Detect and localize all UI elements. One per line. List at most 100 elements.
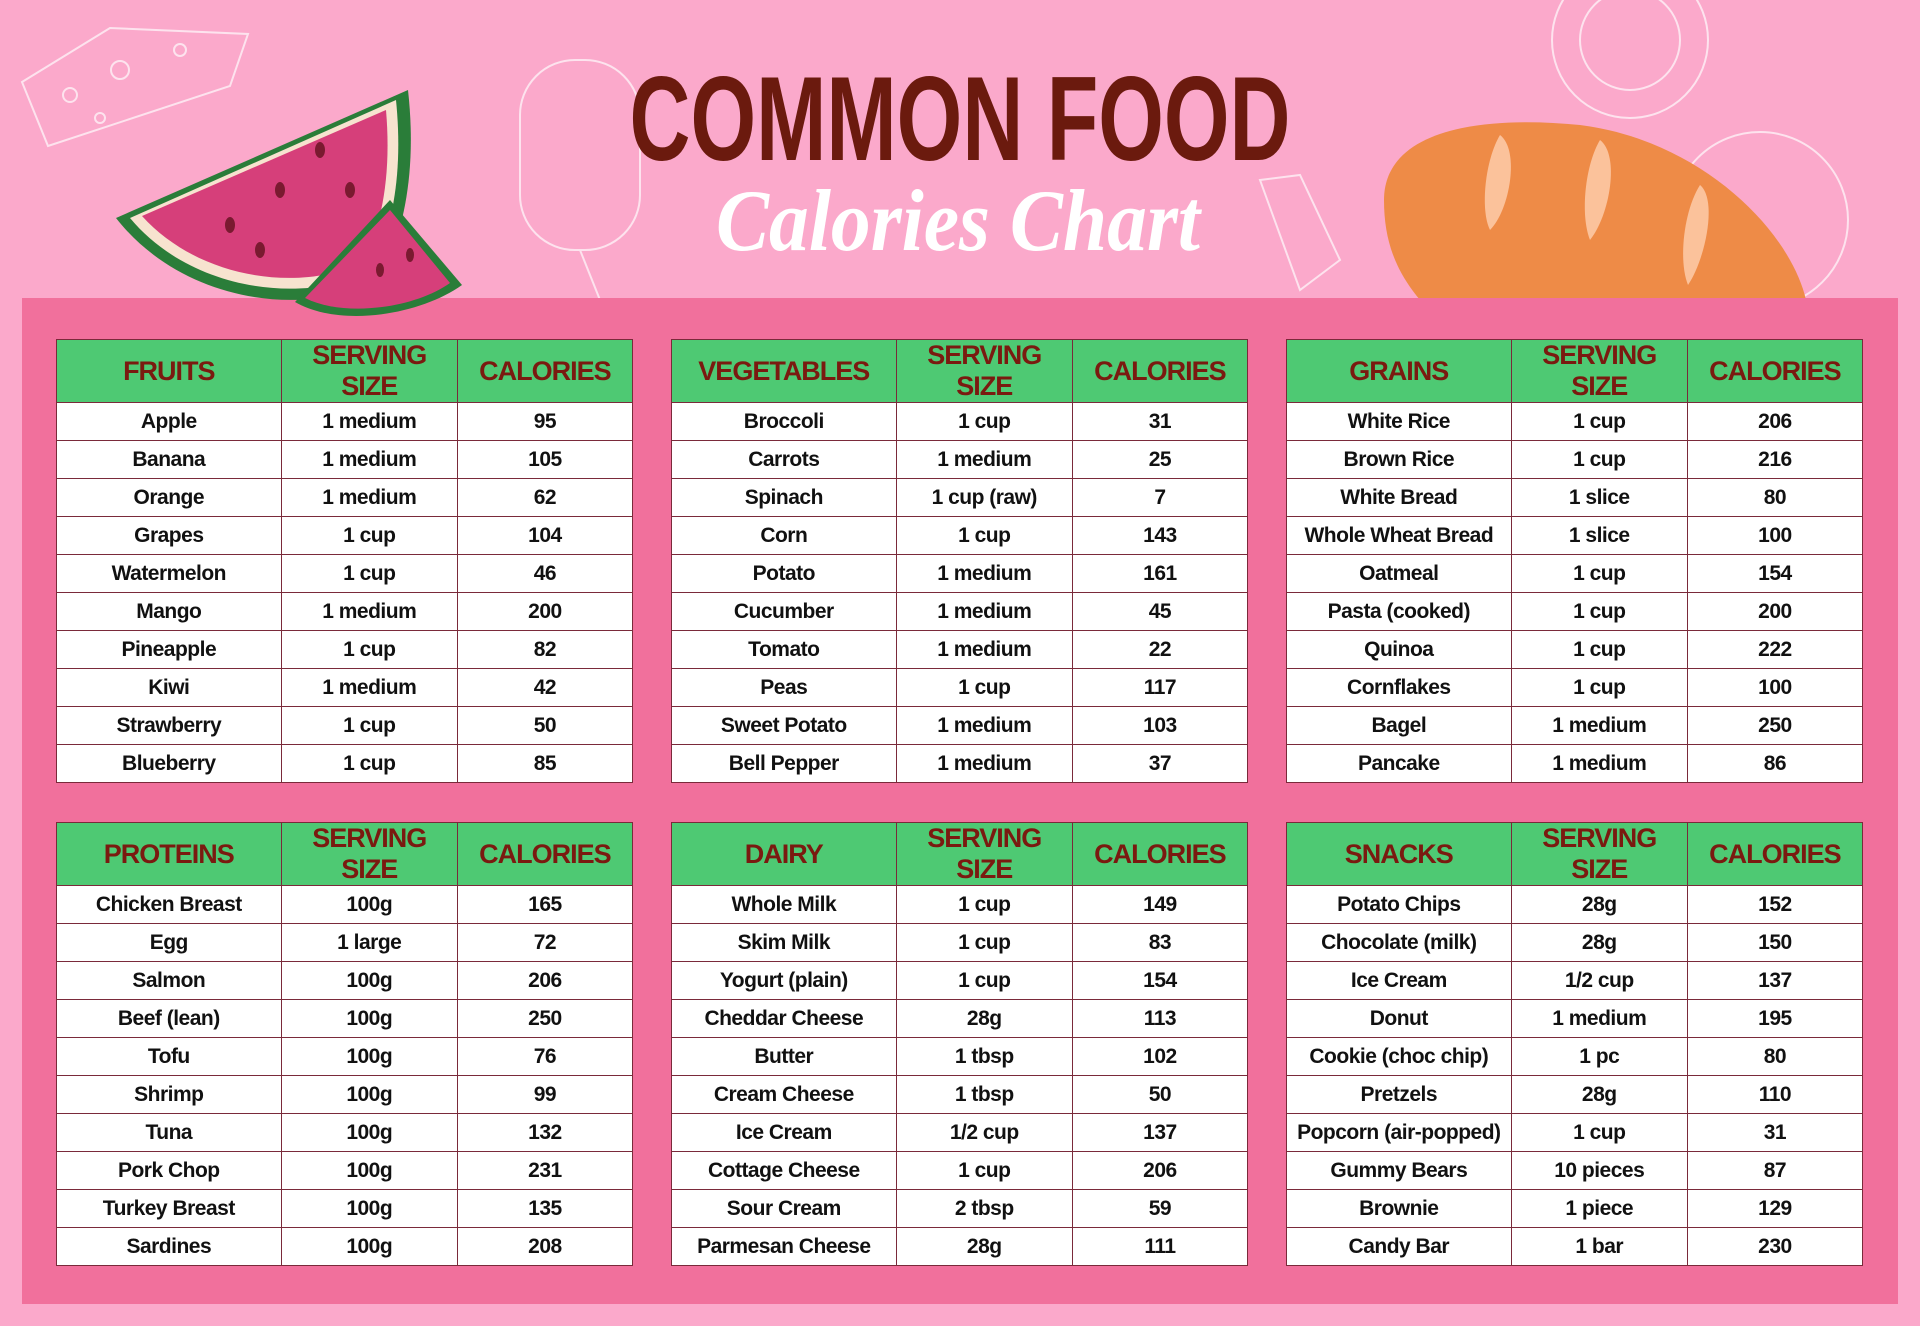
table-cell: 1 cup <box>895 885 1073 924</box>
table-cell: 1 medium <box>895 440 1073 479</box>
table-cell: 1 medium <box>1510 744 1688 783</box>
table-cell: 59 <box>1071 1189 1249 1228</box>
table-cell: Potato <box>671 554 897 593</box>
table-row: Potato 1 medium 161 <box>671 554 1249 593</box>
table-cell: 100g <box>280 1075 458 1114</box>
table-cell: 1 medium <box>895 706 1073 745</box>
table-cell: 1 cup <box>895 961 1073 1000</box>
table-cell: Skim Milk <box>671 923 897 962</box>
watermelon-illustration <box>116 90 462 316</box>
table-row: Whole Milk 1 cup 149 <box>671 885 1249 924</box>
table-cell: 31 <box>1071 402 1249 441</box>
column-header: SERVING SIZE <box>1510 339 1688 403</box>
column-header: SNACKS <box>1286 822 1512 886</box>
table-cell: 28g <box>895 1227 1073 1266</box>
table-cell: 206 <box>1071 1151 1249 1190</box>
food-table: FRUITS SERVING SIZE CALORIES Apple 1 medium 9… <box>56 339 634 783</box>
table-cell: 154 <box>1686 554 1864 593</box>
table-cell: 152 <box>1686 885 1864 924</box>
table-row: Pretzels 28g 110 <box>1286 1075 1864 1114</box>
table-cell: Spinach <box>671 478 897 517</box>
table-cell: 206 <box>1686 402 1864 441</box>
table-cell: 1 pc <box>1510 1037 1688 1076</box>
table-cell: 161 <box>1071 554 1249 593</box>
table-cell: 132 <box>456 1113 634 1152</box>
column-header: CALORIES <box>1071 339 1249 403</box>
column-header: SERVING SIZE <box>1510 822 1688 886</box>
table-cell: Pork Chop <box>56 1151 282 1190</box>
table-cell: Ice Cream <box>671 1113 897 1152</box>
table-cell: Pretzels <box>1286 1075 1512 1114</box>
table-cell: Candy Bar <box>1286 1227 1512 1266</box>
table-row: Cookie (choc chip) 1 pc 80 <box>1286 1037 1864 1076</box>
table-cell: Shrimp <box>56 1075 282 1114</box>
table-row: Grapes 1 cup 104 <box>56 516 634 555</box>
table-row: Tuna 100g 132 <box>56 1113 634 1152</box>
table-cell: 102 <box>1071 1037 1249 1076</box>
table-cell: 50 <box>1071 1075 1249 1114</box>
table-cell: 1 cup <box>1510 630 1688 669</box>
table-cell: 28g <box>1510 923 1688 962</box>
table-cell: 100g <box>280 1189 458 1228</box>
table-cell: 1 cup <box>1510 1113 1688 1152</box>
table-cell: 10 pieces <box>1510 1151 1688 1190</box>
table-cell: 1 cup <box>280 744 458 783</box>
table-row: Broccoli 1 cup 31 <box>671 402 1249 441</box>
table-cell: 80 <box>1686 1037 1864 1076</box>
table-cell: Mango <box>56 592 282 631</box>
table-cell: Strawberry <box>56 706 282 745</box>
table-cell: 100g <box>280 961 458 1000</box>
table-cell: 250 <box>456 999 634 1038</box>
column-header: GRAINS <box>1286 339 1512 403</box>
column-header: DAIRY <box>671 822 897 886</box>
table-cell: 72 <box>456 923 634 962</box>
table-cell: 111 <box>1071 1227 1249 1266</box>
table-row: Spinach 1 cup (raw) 7 <box>671 478 1249 517</box>
header-row: VEGETABLES SERVING SIZE CALORIES <box>671 339 1249 403</box>
table-row: Cottage Cheese 1 cup 206 <box>671 1151 1249 1190</box>
background-art: COMMON FOOD Calories Chart <box>20 0 1849 300</box>
table-cell: White Bread <box>1286 478 1512 517</box>
table-cell: 154 <box>1071 961 1249 1000</box>
table-row: Potato Chips 28g 152 <box>1286 885 1864 924</box>
table-cell: 28g <box>1510 885 1688 924</box>
table-row: Orange 1 medium 62 <box>56 478 634 517</box>
column-header: CALORIES <box>1686 822 1864 886</box>
column-header: SERVING SIZE <box>895 822 1073 886</box>
table-cell: 1 cup <box>1510 592 1688 631</box>
table-row: Mango 1 medium 200 <box>56 592 634 631</box>
column-header: CALORIES <box>1686 339 1864 403</box>
table-cell: Beef (lean) <box>56 999 282 1038</box>
table-row: Skim Milk 1 cup 83 <box>671 923 1249 962</box>
table-row: Turkey Breast 100g 135 <box>56 1189 634 1228</box>
table-cell: Cream Cheese <box>671 1075 897 1114</box>
table-cell: 222 <box>1686 630 1864 669</box>
table-cell: Butter <box>671 1037 897 1076</box>
table-cell: 42 <box>456 668 634 707</box>
food-table: VEGETABLES SERVING SIZE CALORIES Broccoli 1 … <box>671 339 1249 783</box>
table-row: Yogurt (plain) 1 cup 154 <box>671 961 1249 1000</box>
table-row: Ice Cream 1/2 cup 137 <box>1286 961 1864 1000</box>
table-cell: Whole Milk <box>671 885 897 924</box>
table-row: Apple 1 medium 95 <box>56 402 634 441</box>
table-cell: 99 <box>456 1075 634 1114</box>
table-cell: 206 <box>456 961 634 1000</box>
table-cell: 1 cup <box>280 630 458 669</box>
table-cell: Popcorn (air-popped) <box>1286 1113 1512 1152</box>
table-row: Salmon 100g 206 <box>56 961 634 1000</box>
table-cell: 28g <box>1510 1075 1688 1114</box>
table-cell: 1 cup <box>1510 668 1688 707</box>
table-cell: Banana <box>56 440 282 479</box>
table-cell: 1 medium <box>1510 999 1688 1038</box>
table-row: Blueberry 1 cup 85 <box>56 744 634 783</box>
table-cell: Tuna <box>56 1113 282 1152</box>
table-cell: 1 cup (raw) <box>895 478 1073 517</box>
table-row: Pancake 1 medium 86 <box>1286 744 1864 783</box>
table: DAIRY SERVING SIZE CALORIES Whole Milk 1 cup… <box>671 822 1249 1266</box>
title: COMMON FOOD <box>630 52 1291 186</box>
table-cell: Potato Chips <box>1286 885 1512 924</box>
table-cell: 1 cup <box>1510 554 1688 593</box>
table-cell: Blueberry <box>56 744 282 783</box>
table-cell: Cheddar Cheese <box>671 999 897 1038</box>
